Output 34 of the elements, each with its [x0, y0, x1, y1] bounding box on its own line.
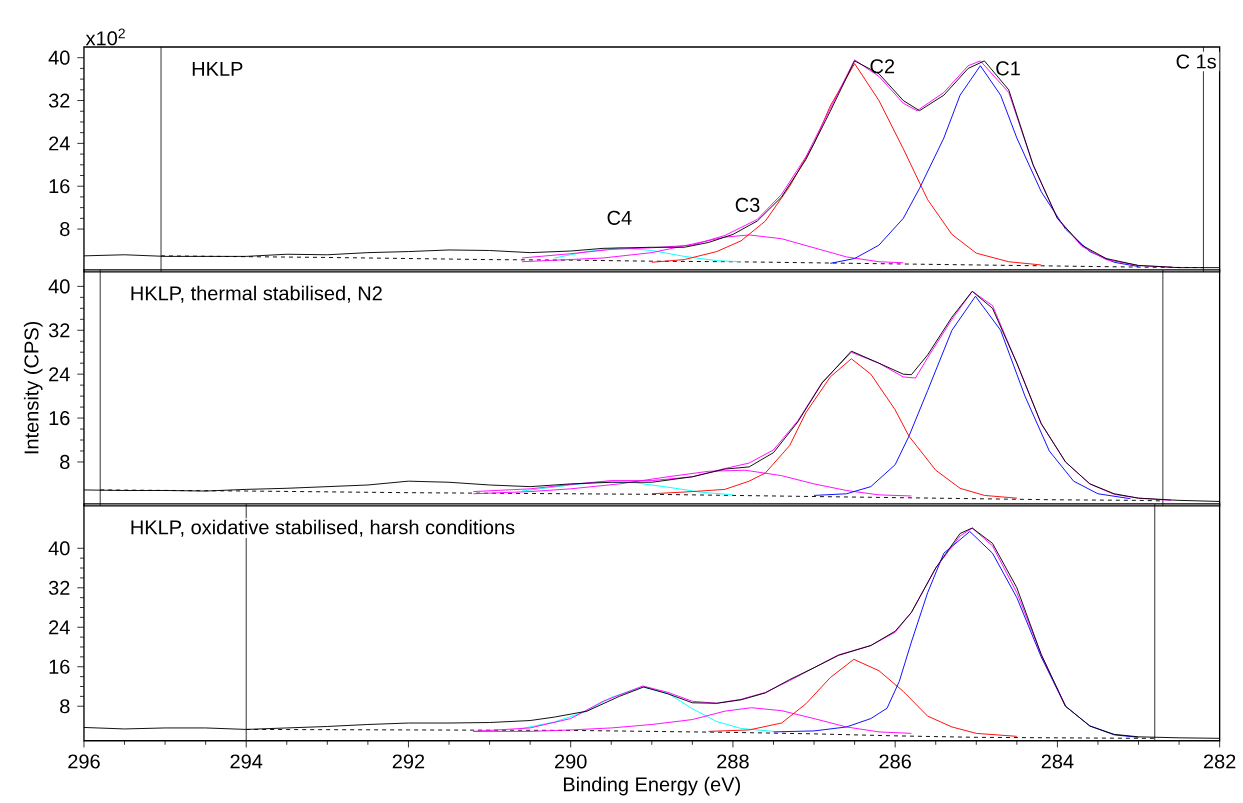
text: HKLP, thermal stabilised, N2 [131, 285, 382, 303]
x-tick-label: 296 [68, 754, 100, 769]
y-tick-label: 16 [49, 659, 70, 674]
x-tick-label: 288 [717, 754, 749, 769]
y-tick-label: 32 [48, 580, 70, 595]
y-tick-label: 8 [60, 699, 70, 714]
y-tick-label: 24 [49, 367, 70, 382]
y-tick-label: 24 [49, 136, 70, 151]
y-tick-label: 32 [48, 93, 70, 108]
x-tick-label: 284 [1041, 754, 1074, 769]
y-tick-label: 40 [48, 279, 70, 294]
y-tick-label: 32 [48, 323, 70, 338]
x-tick-label: 282 [1203, 754, 1236, 769]
x-tick-label: 294 [230, 754, 263, 769]
y-tick-label: 16 [49, 411, 70, 426]
text: HKLP [192, 62, 243, 76]
x-axis-title: Binding Energy (eV) [563, 776, 740, 796]
annotation: C3 [735, 197, 760, 213]
y-axis-title: Intensity (CPS) [23, 322, 43, 454]
y-tick-label: 40 [48, 541, 70, 556]
x-tick-label: 292 [392, 754, 425, 769]
y-tick-label: 8 [60, 222, 70, 237]
y-tick-label: 8 [60, 454, 70, 470]
x-tick-label: 290 [555, 754, 587, 769]
text: HKLP, oxidative stabilised, harsh conditions [131, 519, 515, 537]
y-tick-label: 24 [49, 620, 70, 635]
annotation: C1 [996, 61, 1020, 76]
y-tick-label: 16 [49, 179, 70, 194]
annotation: C 1s [1176, 54, 1216, 69]
annotation: C2 [870, 59, 895, 74]
annotation: C4 [607, 210, 632, 225]
text: x10$^{2}$ [85, 28, 125, 46]
y-tick-label: 40 [48, 50, 70, 65]
x-tick-label: 286 [879, 754, 911, 769]
